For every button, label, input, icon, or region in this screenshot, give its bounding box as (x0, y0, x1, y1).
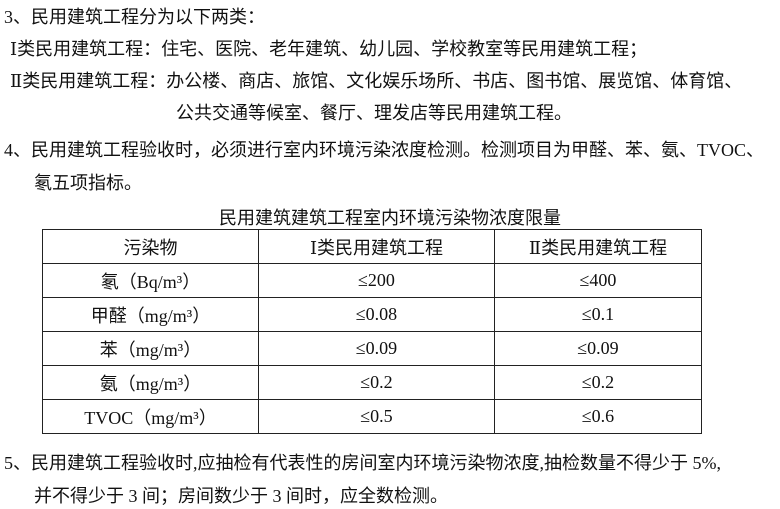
class-1-limit-cell: ≤0.09 (258, 331, 495, 366)
class-1-limit-cell: ≤0.2 (258, 365, 495, 400)
paragraph-5-line-1: 5、民用建筑工程验收时,应抽检有代表性的房间室内环境污染物浓度,抽检数量不得少于… (4, 453, 721, 473)
paragraph-3-class-2-line-1: Ⅱ类民用建筑工程：办公楼、商店、旅馆、文化娱乐场所、书店、图书馆、展览馆、体育馆… (10, 71, 743, 91)
paragraph-3-heading: 3、民用建筑工程分为以下两类： (4, 7, 265, 27)
paragraph-4-line-2: 氡五项指标。 (34, 173, 142, 193)
table-row: 氡（Bq/m³） ≤200 ≤400 (42, 263, 702, 298)
class-2-limit-cell: ≤0.1 (494, 297, 702, 332)
paragraph-5-line-2: 并不得少于 3 间；房间数少于 3 间时，应全数检测。 (34, 486, 448, 506)
table-row: 苯（mg/m³） ≤0.09 ≤0.09 (42, 331, 702, 366)
header-pollutant: 污染物 (42, 229, 259, 264)
header-class-2: Ⅱ类民用建筑工程 (494, 229, 702, 264)
header-class-1: Ⅰ类民用建筑工程 (258, 229, 495, 264)
pollutant-limits-table: 污染物 Ⅰ类民用建筑工程 Ⅱ类民用建筑工程 氡（Bq/m³） ≤200 ≤400… (42, 229, 702, 434)
paragraph-4-line-1: 4、民用建筑工程验收时，必须进行室内环境污染浓度检测。检测项目为甲醛、苯、氨、T… (4, 140, 764, 160)
pollutant-cell: 氡（Bq/m³） (42, 263, 259, 298)
table-row: 氨（mg/m³） ≤0.2 ≤0.2 (42, 365, 702, 400)
table-row: 甲醛（mg/m³） ≤0.08 ≤0.1 (42, 297, 702, 332)
table-header-row: 污染物 Ⅰ类民用建筑工程 Ⅱ类民用建筑工程 (42, 229, 702, 264)
pollutant-cell: 苯（mg/m³） (42, 331, 259, 366)
class-2-limit-cell: ≤400 (494, 263, 702, 298)
class-1-limit-cell: ≤0.5 (258, 399, 495, 434)
class-1-limit-cell: ≤200 (258, 263, 495, 298)
class-2-limit-cell: ≤0.6 (494, 399, 702, 434)
class-1-limit-cell: ≤0.08 (258, 297, 495, 332)
paragraph-3-class-1: Ⅰ类民用建筑工程：住宅、医院、老年建筑、幼儿园、学校教室等民用建筑工程； (10, 39, 648, 59)
pollutant-cell: TVOC（mg/m³） (42, 399, 259, 434)
class-2-limit-cell: ≤0.2 (494, 365, 702, 400)
table-title: 民用建筑建筑工程室内环境污染物浓度限量 (219, 208, 561, 228)
class-2-limit-cell: ≤0.09 (494, 331, 702, 366)
pollutant-cell: 氨（mg/m³） (42, 365, 259, 400)
paragraph-3-class-2-line-2: 公共交通等候室、餐厅、理发店等民用建筑工程。 (176, 103, 572, 123)
table-row: TVOC（mg/m³） ≤0.5 ≤0.6 (42, 399, 702, 434)
pollutant-cell: 甲醛（mg/m³） (42, 297, 259, 332)
